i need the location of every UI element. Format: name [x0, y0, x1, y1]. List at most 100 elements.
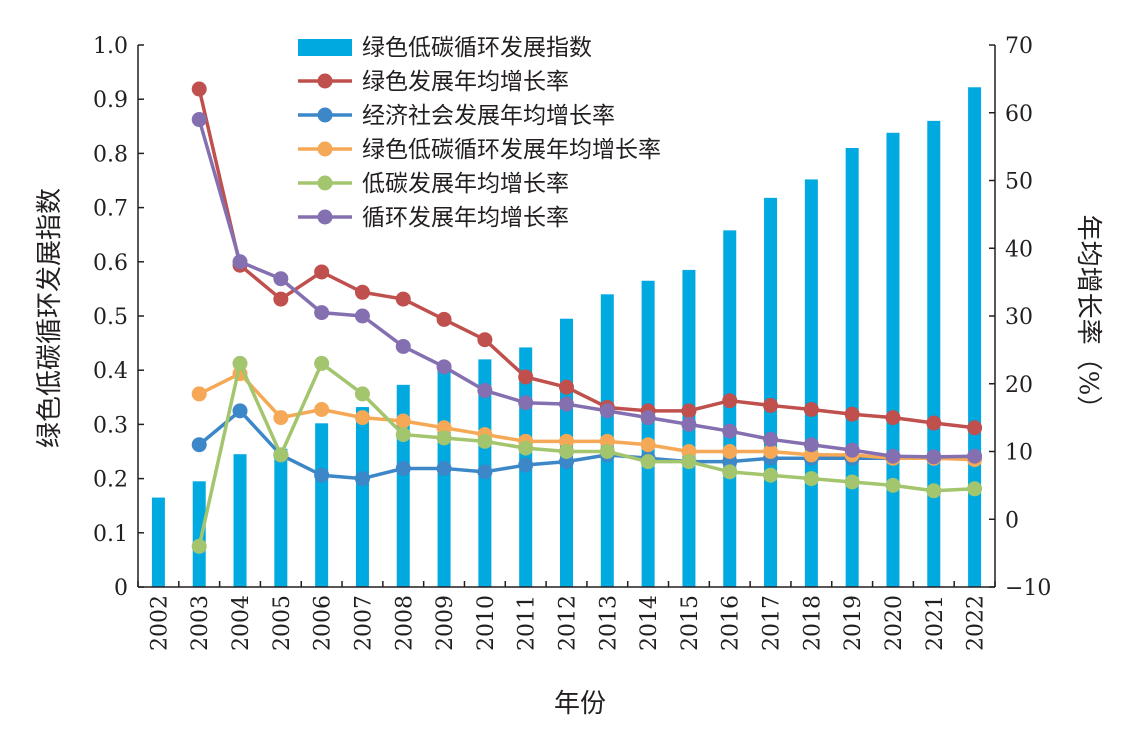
point-series-4-2020	[885, 448, 901, 464]
point-series-4-2005	[273, 271, 289, 287]
x-tick-label: 2002	[147, 595, 172, 651]
point-series-3-2019	[844, 474, 860, 490]
point-series-0-2016	[722, 393, 738, 409]
x-tick-label: 2020	[882, 595, 907, 651]
point-series-0-2017	[763, 397, 779, 413]
point-series-1-2006	[314, 467, 330, 483]
point-series-0-2020	[885, 410, 901, 426]
x-tick-label: 2021	[923, 595, 948, 651]
point-series-2-2014	[640, 437, 656, 453]
left-tick-label: 1.0	[93, 34, 128, 59]
x-tick-label: 2007	[351, 595, 376, 651]
right-tick-label: 60	[1005, 102, 1033, 127]
bar-2018	[804, 179, 818, 587]
legend-marker-1	[317, 107, 333, 123]
left-tick-label: 0.5	[93, 305, 128, 330]
left-tick-label: 0	[114, 576, 128, 601]
point-series-1-2007	[354, 471, 370, 487]
point-series-3-2009	[436, 430, 452, 446]
point-series-2-2003	[191, 386, 207, 402]
bar-2021	[927, 120, 941, 587]
point-series-4-2016	[722, 423, 738, 439]
point-series-3-2005	[273, 447, 289, 463]
point-series-4-2008	[395, 338, 411, 354]
x-tick-label: 2019	[841, 595, 866, 651]
point-series-2-2007	[354, 410, 370, 426]
point-series-4-2015	[681, 416, 697, 432]
point-series-4-2004	[232, 254, 248, 270]
bar-2006	[315, 423, 329, 587]
point-series-3-2018	[803, 471, 819, 487]
x-tick-label: 2014	[637, 595, 662, 651]
point-series-1-2003	[191, 437, 207, 453]
point-series-4-2006	[314, 305, 330, 321]
point-series-2-2017	[763, 444, 779, 459]
x-tick-label: 2018	[800, 595, 825, 651]
point-series-4-2012	[559, 396, 574, 412]
x-tick-label: 2017	[760, 595, 785, 651]
x-tick-label: 2016	[719, 595, 744, 651]
legend-label-0: 绿色发展年均增长率	[362, 69, 569, 95]
point-series-0-2011	[518, 369, 534, 385]
right-tick-label: 20	[1005, 373, 1033, 398]
point-series-4-2022	[967, 448, 983, 464]
left-axis-title: 绿色低碳循环发展指数	[35, 188, 65, 448]
point-series-1-2008	[395, 460, 411, 476]
point-series-3-2011	[518, 440, 534, 456]
point-series-4-2011	[518, 395, 534, 411]
right-tick-label: 40	[1005, 237, 1033, 262]
legend-marker-2	[317, 141, 333, 157]
point-series-0-2018	[803, 401, 819, 417]
left-tick-label: 0.4	[93, 359, 128, 384]
point-series-4-2007	[354, 308, 370, 324]
right-tick-label: −10	[1005, 576, 1051, 601]
point-series-3-2017	[763, 467, 779, 483]
bar-2020	[886, 132, 900, 587]
point-series-4-2021	[926, 449, 942, 465]
x-tick-label: 2003	[188, 595, 213, 651]
x-tick-label: 2004	[229, 595, 254, 651]
point-series-0-2010	[477, 332, 493, 348]
left-tick-label: 0.1	[93, 522, 128, 547]
right-tick-label: 70	[1005, 34, 1033, 59]
bar-2002	[151, 497, 165, 587]
point-series-3-2022	[967, 481, 983, 497]
point-series-0-2006	[314, 264, 330, 280]
x-tick-label: 2010	[474, 595, 499, 651]
point-series-2-2005	[273, 410, 289, 426]
x-tick-label: 2015	[678, 595, 703, 651]
legend-label-3: 低碳发展年均增长率	[362, 171, 569, 197]
point-series-1-2009	[436, 460, 452, 476]
bar-2017	[764, 197, 778, 587]
bar-2019	[845, 147, 859, 588]
point-series-4-2014	[640, 410, 656, 426]
bar-2004	[233, 454, 247, 587]
point-series-1-2010	[477, 464, 493, 480]
point-series-4-2013	[599, 403, 615, 419]
x-tick-label: 2006	[311, 595, 336, 651]
point-series-0-2022	[967, 420, 983, 436]
x-tick-label: 2011	[515, 595, 540, 651]
right-tick-label: 30	[1005, 305, 1033, 330]
point-series-4-2017	[763, 431, 779, 447]
legend: 绿色低碳循环发展指数绿色发展年均增长率经济社会发展年均增长率绿色低碳循环发展年均…	[298, 35, 661, 231]
point-series-4-2009	[436, 359, 452, 375]
point-series-3-2013	[599, 444, 615, 459]
x-tick-label: 2012	[556, 595, 581, 651]
left-tick-label: 0.8	[93, 142, 128, 167]
legend-marker-3	[317, 175, 333, 191]
x-tick-label: 2009	[433, 595, 458, 651]
legend-label-4: 循环发展年均增长率	[362, 205, 569, 231]
bar-2005	[274, 448, 288, 587]
left-tick-label: 0.7	[93, 197, 128, 222]
bar-2003	[192, 481, 206, 587]
point-series-3-2008	[395, 427, 411, 443]
bar-2022	[968, 87, 982, 587]
point-series-3-2010	[477, 433, 493, 449]
left-tick-label: 0.3	[93, 413, 128, 438]
point-series-3-2004	[232, 355, 248, 371]
point-series-3-2007	[354, 386, 370, 402]
point-series-1-2011	[518, 457, 534, 473]
point-series-2-2008	[395, 413, 411, 429]
